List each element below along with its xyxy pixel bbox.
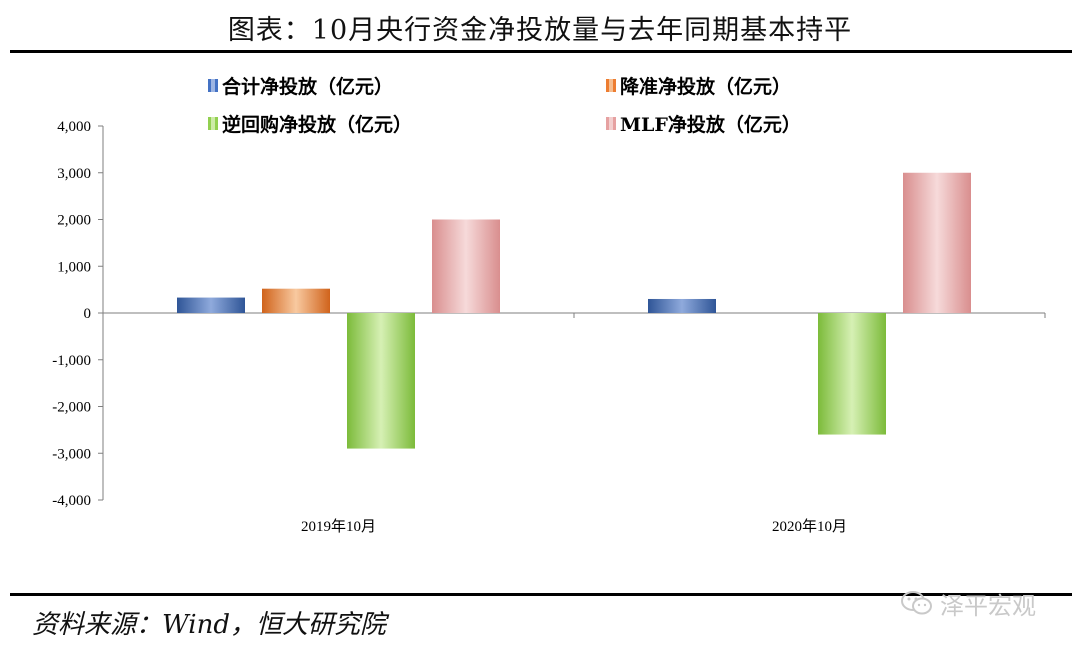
legend-swatch-highlight <box>609 117 613 130</box>
bar <box>818 313 886 435</box>
y-tick-label: -4,000 <box>52 493 91 509</box>
legend: 合计净投放（亿元） 降准净投放（亿元） 逆回购净投放（亿元） MLF净投放（亿元） <box>208 75 801 136</box>
x-category-label: 2019年10月 <box>301 518 376 535</box>
bar <box>347 313 415 449</box>
legend-label: 逆回购净投放（亿元） <box>222 113 412 136</box>
legend-label: 降准净投放（亿元） <box>620 75 791 98</box>
x-category-label: 2020年10月 <box>772 518 847 535</box>
y-tick-label: -1,000 <box>52 353 91 369</box>
source-rule <box>10 593 1072 596</box>
bar <box>648 298 716 313</box>
y-tick-label: 1,000 <box>57 259 91 275</box>
legend-swatch-highlight <box>211 79 215 92</box>
y-tick-label: 4,000 <box>57 119 91 135</box>
y-tick-label: -3,000 <box>52 446 91 462</box>
source-note: 资料来源：Wind，恒大研究院 <box>32 610 386 640</box>
axes: 4,000 3,000 2,000 1,000 0 -1,000 -2,000 -3,000 -… <box>52 119 1046 535</box>
y-tick-label: 3,000 <box>57 166 91 182</box>
y-tick-label: 0 <box>84 306 92 322</box>
wechat-icon <box>901 591 932 615</box>
title-rule <box>10 50 1072 53</box>
legend-label: 合计净投放（亿元） <box>222 75 393 98</box>
y-tick-label: -2,000 <box>52 400 91 416</box>
bar <box>262 288 330 313</box>
chart-title: 图表：10月央行资金净投放量与去年同期基本持平 <box>227 15 853 46</box>
bar <box>903 172 971 313</box>
bars <box>177 172 971 449</box>
legend-label: MLF净投放（亿元） <box>620 113 801 136</box>
watermark-text: 泽平宏观 <box>940 591 1036 620</box>
watermark: 泽平宏观 <box>900 588 1036 620</box>
bar <box>432 219 500 313</box>
legend-swatch-highlight <box>211 117 215 130</box>
y-tick-label: 2,000 <box>57 213 91 229</box>
bar <box>177 297 245 313</box>
bar-chart: 4,000 3,000 2,000 1,000 0 -1,000 -2,000 -3,000 -… <box>52 75 1046 535</box>
legend-swatch-highlight <box>609 79 613 92</box>
